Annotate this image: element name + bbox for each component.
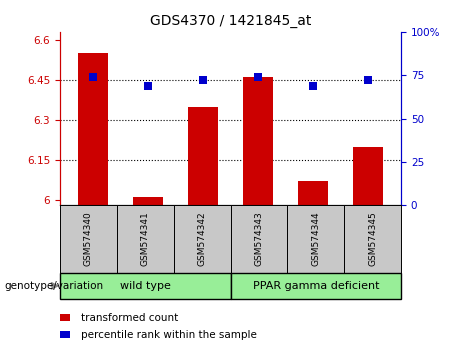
Text: GSM574342: GSM574342 (198, 212, 207, 266)
Bar (188, 107, 218, 205)
Bar (133, 197, 163, 205)
Bar (298, 181, 328, 205)
Text: GSM574344: GSM574344 (311, 212, 320, 266)
Bar (353, 147, 383, 205)
Point (364, 78, 372, 83)
Text: genotype/variation: genotype/variation (5, 281, 104, 291)
Text: GSM574341: GSM574341 (141, 212, 150, 266)
Point (89, 74, 97, 80)
Point (254, 74, 262, 80)
Text: PPAR gamma deficient: PPAR gamma deficient (253, 281, 379, 291)
Point (199, 78, 207, 83)
Bar (78, 53, 108, 205)
Bar (243, 77, 273, 205)
Text: GSM574343: GSM574343 (254, 212, 263, 266)
Title: GDS4370 / 1421845_at: GDS4370 / 1421845_at (150, 14, 311, 28)
Point (144, 83, 152, 88)
Text: GSM574345: GSM574345 (368, 212, 377, 266)
Text: GSM574340: GSM574340 (84, 212, 93, 266)
Text: wild type: wild type (120, 281, 171, 291)
Text: percentile rank within the sample: percentile rank within the sample (81, 330, 257, 339)
Point (309, 83, 317, 88)
Text: transformed count: transformed count (81, 313, 178, 322)
